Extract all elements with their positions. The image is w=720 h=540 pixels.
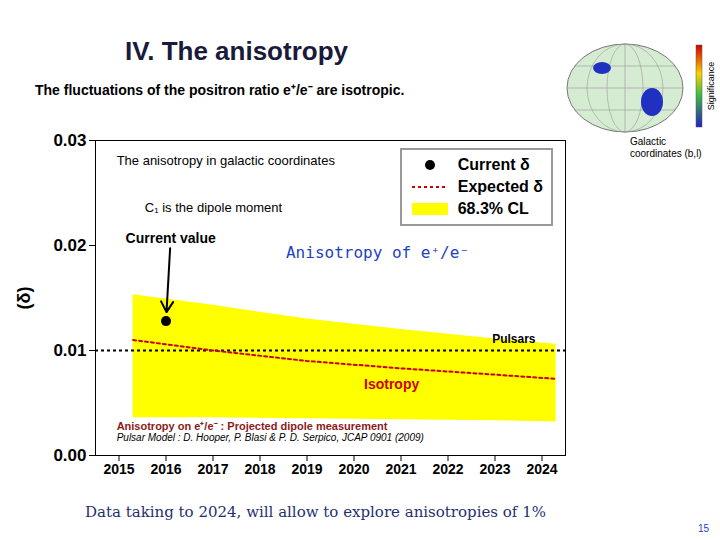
svg-text:0.00: 0.00 <box>53 446 86 465</box>
svg-text:(δ): (δ) <box>14 287 34 310</box>
svg-text:Pulsar Model : D. Hooper, P. B: Pulsar Model : D. Hooper, P. Blasi & P. … <box>117 432 424 443</box>
svg-text:0.02: 0.02 <box>53 236 86 255</box>
svg-text:2016: 2016 <box>150 461 181 477</box>
html-text:68.3% CL: 68.3% CL <box>457 200 529 217</box>
svg-text:2018: 2018 <box>244 461 275 477</box>
svg-text:The anisotropy in galactic coo: The anisotropy in galactic coordinates <box>117 153 336 168</box>
svg-text:Anisotropy on e⁺/e⁻ : Projecte: Anisotropy on e⁺/e⁻ : Projected dipole m… <box>117 420 388 432</box>
svg-text:2024: 2024 <box>526 461 557 477</box>
svg-text:Pulsars: Pulsars <box>492 332 536 346</box>
svg-text:2019: 2019 <box>291 461 322 477</box>
svg-text:2021: 2021 <box>385 461 416 477</box>
svg-text:2020: 2020 <box>338 461 369 477</box>
svg-text:0.03: 0.03 <box>53 131 86 150</box>
html-text:Galactic coordinates (b,l): Galactic coordinates (b,l) <box>630 136 702 159</box>
html-text:Current δ: Current δ <box>457 156 530 173</box>
svg-text:2015: 2015 <box>103 461 134 477</box>
svg-text:2017: 2017 <box>197 461 228 477</box>
html-text:The fluctuations of the positr: The fluctuations of the positron ratio e… <box>35 82 405 98</box>
svg-text:C₁ is the dipole moment: C₁ is the dipole moment <box>145 200 283 215</box>
html-text:IV. The anisotropy: IV. The anisotropy <box>125 36 348 66</box>
svg-text:0.01: 0.01 <box>53 341 86 360</box>
svg-text:Isotropy: Isotropy <box>364 376 419 392</box>
html-text:Data taking to 2024, will allo: Data taking to 2024, will allow to explo… <box>85 503 546 521</box>
svg-text:Anisotropy of e⁺/e⁻: Anisotropy of e⁺/e⁻ <box>286 243 469 262</box>
svg-text:Current value: Current value <box>126 230 216 246</box>
svg-text:2022: 2022 <box>432 461 463 477</box>
html-text:Expected δ: Expected δ <box>457 178 543 195</box>
svg-text:Significance: Significance <box>706 62 716 111</box>
svg-text:2023: 2023 <box>479 461 510 477</box>
html-text:15: 15 <box>698 523 710 534</box>
